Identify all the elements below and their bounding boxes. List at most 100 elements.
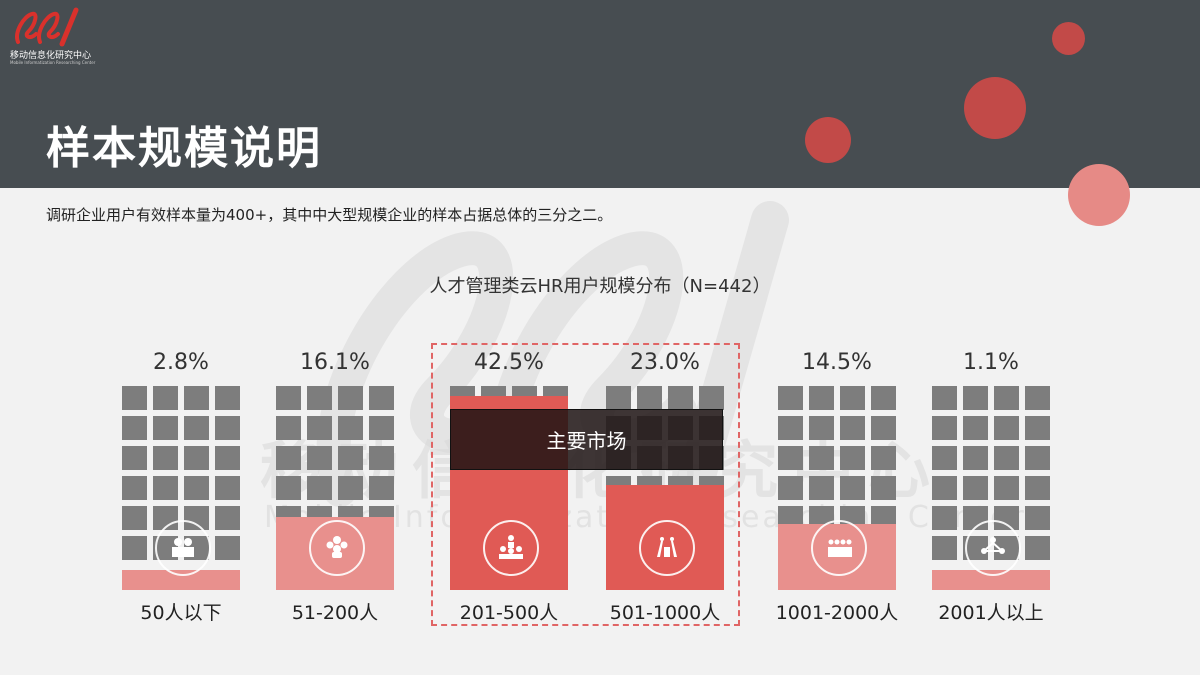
building-window	[122, 416, 147, 440]
building-window	[153, 446, 178, 470]
building-window	[122, 506, 147, 530]
building-window	[871, 476, 896, 500]
building-window	[307, 386, 332, 410]
building-window	[369, 446, 394, 470]
building-window	[122, 446, 147, 470]
bar-fill	[122, 570, 240, 590]
building-window	[994, 386, 1019, 410]
building-window	[994, 476, 1019, 500]
logo-icon	[15, 7, 79, 47]
building-window	[369, 476, 394, 500]
building-window	[215, 446, 240, 470]
category-label: 2001人以上	[938, 602, 1044, 624]
building-window	[963, 386, 988, 410]
building-window	[778, 416, 803, 440]
building-window	[338, 416, 363, 440]
building-window	[215, 476, 240, 500]
bar-building	[122, 386, 240, 590]
building-window	[932, 416, 957, 440]
building-window	[276, 476, 301, 500]
data-label: 14.5%	[802, 350, 872, 375]
logo: 移动信息化研究中心 Mobile Informatization Researc…	[10, 6, 100, 65]
building-window	[184, 416, 209, 440]
building-window	[153, 416, 178, 440]
category-label: 51-200人	[291, 602, 379, 624]
building-window	[668, 386, 693, 410]
building-window	[276, 416, 301, 440]
building-window	[1025, 416, 1050, 440]
data-label: 1.1%	[963, 350, 1019, 375]
building-window	[307, 446, 332, 470]
building-window	[122, 536, 147, 560]
deco-circle-4	[1068, 164, 1130, 226]
building-window	[606, 386, 631, 410]
building-window	[932, 506, 957, 530]
building-window	[932, 536, 957, 560]
building-window	[215, 506, 240, 530]
building-window	[994, 416, 1019, 440]
building-window	[215, 386, 240, 410]
building-window	[840, 386, 865, 410]
category-label: 501-1000人	[609, 602, 721, 624]
building-window	[307, 416, 332, 440]
logo-text: 移动信息化研究中心	[10, 51, 92, 61]
building-window	[871, 446, 896, 470]
presenter-icon	[483, 520, 539, 576]
data-label: 2.8%	[153, 350, 209, 375]
building-window	[699, 386, 724, 410]
category-label: 1001-2000人	[775, 602, 899, 624]
network-icon	[965, 520, 1021, 576]
subtitle: 调研企业用户有效样本量为400+，其中中大型规模企业的样本占据总体的三分之二。	[46, 206, 613, 224]
building-window	[809, 386, 834, 410]
building-window	[307, 476, 332, 500]
building-window	[1025, 536, 1050, 560]
deco-circle-1	[1052, 22, 1085, 55]
building-window	[840, 416, 865, 440]
people-icon	[155, 520, 211, 576]
main-market-label: 主要市场	[450, 409, 723, 470]
building-window	[963, 476, 988, 500]
building-window	[153, 476, 178, 500]
bar-fill	[932, 570, 1050, 590]
building-window	[932, 446, 957, 470]
building-window	[637, 386, 662, 410]
crowd-icon	[811, 520, 867, 576]
building-window	[1025, 506, 1050, 530]
deco-circle-3	[805, 117, 851, 163]
building-window	[184, 446, 209, 470]
building-window	[778, 446, 803, 470]
bar-building	[276, 386, 394, 590]
building-window	[994, 446, 1019, 470]
deco-circle-2	[964, 77, 1026, 139]
building-window	[778, 476, 803, 500]
category-label: 50人以下	[140, 602, 222, 624]
building-window	[963, 446, 988, 470]
building-window	[840, 446, 865, 470]
building-window	[871, 386, 896, 410]
building-window	[871, 416, 896, 440]
building-window	[809, 476, 834, 500]
group-icon	[309, 520, 365, 576]
data-label: 16.1%	[300, 350, 370, 375]
building-window	[122, 476, 147, 500]
building-window	[932, 386, 957, 410]
building-window	[276, 446, 301, 470]
building-window	[184, 476, 209, 500]
building-window	[215, 416, 240, 440]
building-window	[369, 386, 394, 410]
building-window	[932, 476, 957, 500]
building-window	[276, 386, 301, 410]
main-market-highlight	[431, 343, 740, 626]
building-window	[122, 386, 147, 410]
building-window	[215, 536, 240, 560]
chart-title: 人才管理类云HR用户规模分布（N=442）	[429, 276, 771, 297]
audience-icon	[639, 520, 695, 576]
building-window	[840, 476, 865, 500]
logo-subtext: Mobile Informatization Researching Cente…	[10, 60, 96, 65]
building-window	[338, 386, 363, 410]
building-window	[1025, 476, 1050, 500]
building-window	[338, 476, 363, 500]
building-window	[184, 386, 209, 410]
building-window	[153, 386, 178, 410]
bar-building	[932, 386, 1050, 590]
